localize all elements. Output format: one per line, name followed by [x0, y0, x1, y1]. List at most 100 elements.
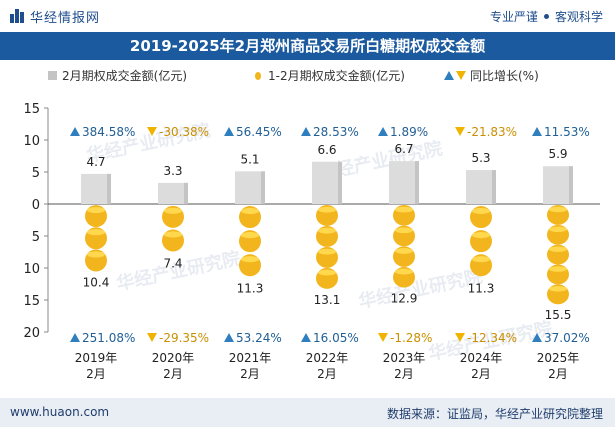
- y-tick-label-4: 5: [32, 230, 40, 245]
- feb-value-label-1: 3.3: [163, 164, 182, 178]
- x-tick-label-year-1: 2020年: [152, 351, 195, 365]
- ytd-value-label-4: 12.9: [391, 292, 418, 306]
- brand-name: 华经情报网: [30, 10, 101, 26]
- feb-growth-arrow-icon-0: [70, 127, 80, 136]
- feb-value-label-2: 5.1: [240, 152, 259, 166]
- feb-growth-arrow-icon-3: [301, 127, 311, 136]
- dot-icon: [543, 14, 549, 19]
- x-tick-label-month-1: 2月: [163, 367, 183, 381]
- ytd-coin-top-5-1: [472, 232, 490, 239]
- x-tick-label-month-2: 2月: [240, 367, 260, 381]
- y-tick-label-0: 15: [23, 102, 40, 117]
- x-tick-label-month-0: 2月: [86, 367, 106, 381]
- ytd-growth-arrow-icon-1: [147, 333, 157, 342]
- ytd-coin-top-3-0: [318, 206, 336, 213]
- feb-growth-arrow-icon-4: [378, 127, 388, 136]
- legend-label-ytd: 1-2月期权成交金额(亿元): [268, 68, 405, 83]
- ytd-value-label-1: 7.4: [163, 256, 182, 270]
- legend-swatch-feb: [48, 71, 57, 80]
- feb-growth-arrow-icon-6: [532, 127, 542, 136]
- feb-value-label-5: 5.3: [471, 151, 490, 165]
- feb-bar-4: [389, 161, 419, 204]
- feb-value-label-6: 5.9: [548, 147, 567, 161]
- feb-growth-arrow-icon-1: [147, 127, 157, 136]
- ytd-coin-top-4-2: [395, 248, 413, 254]
- feb-bar-2: [235, 171, 265, 204]
- feb-growth-label-6: 11.53%: [544, 125, 590, 139]
- footer-website: www.huaon.com: [10, 405, 110, 419]
- legend-label-growth: 同比增长(%): [470, 69, 539, 83]
- ytd-coin-top-4-3: [395, 268, 413, 275]
- ytd-value-label-0: 10.4: [83, 276, 110, 290]
- ytd-coin-top-4-1: [395, 227, 413, 234]
- feb-value-label-4: 6.7: [394, 142, 413, 156]
- legend-down-triangle-icon: [456, 71, 466, 80]
- ytd-growth-arrow-icon-0: [70, 333, 80, 342]
- feb-value-label-0: 4.7: [86, 155, 105, 169]
- y-tick-label-5: 10: [23, 262, 40, 277]
- x-tick-label-month-4: 2月: [394, 367, 414, 381]
- x-tick-label-month-5: 2月: [471, 367, 491, 381]
- feb-growth-arrow-icon-5: [455, 127, 465, 136]
- ytd-coin-top-3-1: [318, 227, 336, 234]
- top-bar: 华经情报网 专业严谨 客观科学: [0, 0, 615, 32]
- ytd-coin-top-2-1: [241, 232, 259, 239]
- feb-growth-label-1: -30.38%: [159, 125, 209, 139]
- ytd-coin-top-5-0: [472, 207, 490, 215]
- ytd-coin-top-0-2: [87, 251, 105, 258]
- feb-bar-shade-0: [107, 173, 111, 204]
- feb-bar-shade-4: [415, 161, 419, 204]
- feb-growth-label-0: 384.58%: [82, 125, 135, 139]
- ytd-value-label-5: 11.3: [468, 281, 495, 295]
- ytd-value-label-6: 15.5: [545, 308, 572, 322]
- ytd-value-label-3: 13.1: [314, 293, 341, 307]
- ytd-growth-label-2: 53.24%: [236, 331, 282, 345]
- ytd-growth-arrow-icon-5: [455, 333, 465, 342]
- ytd-coin-top-6-3: [549, 266, 567, 272]
- ytd-coin-top-3-2: [318, 248, 336, 255]
- x-tick-label-year-6: 2025年: [537, 351, 580, 365]
- x-tick-label-month-6: 2月: [548, 367, 568, 381]
- feb-growth-label-3: 28.53%: [313, 125, 359, 139]
- feb-bar-shade-5: [492, 170, 496, 204]
- ytd-coin-top-2-2: [241, 256, 259, 263]
- watermark-2: 华经产业研究院: [114, 247, 242, 295]
- feb-bar-shade-1: [184, 182, 188, 204]
- ytd-coin-top-6-2: [549, 246, 567, 252]
- feb-value-label-3: 6.6: [317, 143, 336, 157]
- x-tick-label-year-2: 2021年: [229, 351, 272, 365]
- ytd-growth-label-3: 16.05%: [313, 331, 359, 345]
- x-tick-label-month-3: 2月: [317, 367, 337, 381]
- ytd-coin-top-1-1: [164, 231, 182, 238]
- ytd-coin-top-5-2: [472, 256, 490, 263]
- ytd-coin-top-0-1: [87, 229, 105, 236]
- feb-bar-shade-6: [569, 166, 573, 204]
- feb-bar-5: [466, 170, 496, 204]
- y-tick-label-1: 10: [23, 134, 40, 149]
- ytd-coin-top-6-1: [549, 226, 567, 233]
- ytd-value-label-2: 11.3: [237, 281, 264, 295]
- logo-icon: [10, 9, 24, 23]
- feb-bar-1: [158, 182, 188, 204]
- ytd-growth-arrow-icon-2: [224, 333, 234, 342]
- tagline-right: 客观科学: [554, 10, 603, 24]
- ytd-coin-top-4-0: [395, 206, 413, 213]
- feb-bar-shade-3: [338, 161, 342, 204]
- feb-growth-label-2: 56.45%: [236, 125, 282, 139]
- feb-growth-label-4: 1.89%: [390, 125, 428, 139]
- footer-source: 数据来源：证监局，华经产业研究院整理: [386, 407, 603, 421]
- ytd-coin-top-0-0: [87, 206, 105, 214]
- x-tick-label-year-5: 2024年: [460, 351, 503, 365]
- ytd-growth-label-6: 37.02%: [544, 331, 590, 345]
- legend-up-triangle-icon: [444, 71, 454, 80]
- brand: 华经情报网: [10, 7, 101, 26]
- ytd-growth-arrow-icon-6: [532, 333, 542, 342]
- footer: www.huaon.com 数据来源：证监局，华经产业研究院整理: [0, 398, 615, 427]
- feb-growth-label-5: -21.83%: [467, 125, 517, 139]
- feb-growth-arrow-icon-2: [224, 127, 234, 136]
- tagline: 专业严谨 客观科学: [490, 8, 603, 25]
- ytd-coin-top-3-3: [318, 269, 336, 276]
- ytd-coin-top-6-4: [549, 286, 567, 292]
